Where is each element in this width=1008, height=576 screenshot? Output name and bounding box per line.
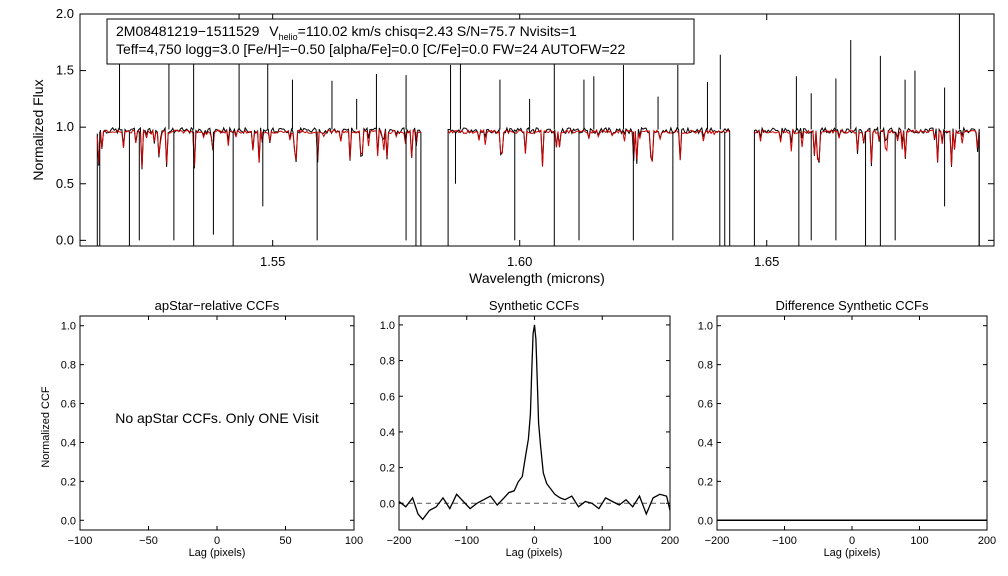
spectrum-x-axis-label: Wavelength (microns)	[469, 270, 605, 286]
annotation-v-subscript: helio	[279, 32, 298, 42]
synthetic-ytick-label: 0.6	[380, 391, 395, 403]
synthetic-series	[398, 324, 671, 521]
apstar-axes: −100 −50 0 50 100 0.0 0.2 0.4 0.6 0.8 1.0	[61, 316, 363, 547]
apstar-ytick-label: 0.2	[61, 476, 76, 488]
synthetic-ytick-label: 1.0	[380, 320, 395, 332]
synthetic-panel: Synthetic CCFs −200 −100 0 100 200 0.0 0.2 0.4 0…	[380, 298, 679, 559]
synthetic-plot-frame	[398, 315, 671, 531]
difference-ytick-label: 0.6	[698, 399, 713, 411]
spectrum-y-axis-label: Normalized Flux	[30, 79, 46, 180]
spectrum-panel: 1.55 1.60 1.65 0.0 0.5 1.0 1.5 2.0 Wavelength (…	[30, 6, 995, 286]
synthetic-ytick-label: 0.0	[380, 498, 395, 510]
model-spectrum-chip-3	[754, 128, 980, 166]
annotation-v-symbol: V	[269, 23, 279, 39]
synthetic-ytick-label: 0.8	[380, 356, 395, 368]
apstar-panel: apStar−relative CCFs −100 −50 0 50 100 0.0 0.2…	[40, 298, 363, 559]
apstar-xtick-label: 0	[214, 535, 220, 547]
difference-ytick-label: 1.0	[698, 321, 713, 333]
difference-panel: Difference Synthetic CCFs −200 −100 0 100 20…	[698, 298, 996, 559]
model-spectrum-chip-2	[447, 128, 731, 167]
synthetic-xtick-label: −100	[454, 535, 479, 547]
spectrum-series	[96, 14, 980, 246]
difference-ytick-label: 0.4	[698, 437, 713, 449]
apstar-xtick-label: 100	[345, 535, 363, 547]
apstar-xtick-label: −100	[68, 535, 93, 547]
observed-spectrum-chip-3	[753, 126, 980, 246]
difference-xtick-label: 200	[978, 535, 996, 547]
spectrum-xtick-label: 1.60	[507, 254, 532, 269]
apstar-y-axis-label: Normalized CCF	[40, 386, 52, 468]
difference-ytick-label: 0.8	[698, 360, 713, 372]
spectrum-plot-frame	[79, 13, 995, 247]
annotation-v-rest: =110.02 km/s chisq=2.43 S/N=75.7 Nvisits…	[298, 23, 577, 39]
synthetic-xtick-label: 0	[531, 535, 537, 547]
apstar-panel-title: apStar−relative CCFs	[155, 298, 280, 313]
synthetic-panel-title: Synthetic CCFs	[489, 298, 580, 313]
observed-spectrum-chip-1	[96, 126, 422, 246]
spectrum-annotation-line1: 2M08481219−1511529 Vhelio=110.02 km/s ch…	[116, 23, 577, 42]
apstar-ytick-label: 0.8	[61, 360, 76, 372]
synthetic-xtick-label: −200	[387, 535, 412, 547]
difference-xtick-label: 100	[910, 535, 928, 547]
difference-xtick-label: −100	[772, 535, 797, 547]
synthetic-axes: −200 −100 0 100 200 0.0 0.2 0.4 0.6 0.8 1.0	[380, 316, 679, 547]
difference-x-axis-label: Lag (pixels)	[824, 547, 881, 559]
spectrum-xtick-label: 1.65	[754, 254, 779, 269]
spectrum-axes: 1.55 1.60 1.65 0.0 0.5 1.0 1.5 2.0	[56, 6, 994, 269]
difference-xtick-label: 0	[849, 535, 855, 547]
annotation-gap	[259, 23, 263, 39]
apstar-xtick-label: 50	[279, 535, 291, 547]
spectrum-ytick-label: 1.0	[56, 119, 74, 134]
observed-spectrum-chip-2	[447, 126, 731, 246]
synthetic-ytick-label: 0.4	[380, 427, 395, 439]
difference-ytick-label: 0.2	[698, 476, 713, 488]
apstar-xtick-label: −50	[139, 535, 158, 547]
difference-ytick-label: 0.0	[698, 515, 713, 527]
apstar-ytick-label: 0.0	[61, 515, 76, 527]
apstar-x-axis-label: Lag (pixels)	[189, 547, 246, 559]
spectrum-xtick-label: 1.55	[260, 254, 285, 269]
difference-xtick-label: −200	[705, 535, 730, 547]
spectrum-ytick-label: 0.0	[56, 232, 74, 247]
synthetic-ccf-line	[398, 324, 671, 521]
synthetic-ytick-label: 0.2	[380, 463, 395, 475]
spectrum-ytick-label: 1.5	[56, 63, 74, 78]
annotation-star-id: 2M08481219−1511529	[116, 23, 260, 39]
difference-axes: −200 −100 0 100 200 0.0 0.2 0.4 0.6 0.8 1.0	[698, 316, 996, 547]
model-spectrum-chip-1	[96, 128, 421, 168]
synthetic-xtick-label: 200	[661, 535, 679, 547]
spectrum-annotation-line2: Teff=4,750 logg=3.0 [Fe/H]=−0.50 [alpha/…	[116, 41, 625, 57]
synthetic-xtick-label: 100	[593, 535, 611, 547]
apstar-ytick-label: 0.4	[61, 437, 76, 449]
apstar-message: No apStar CCFs. Only ONE Visit	[115, 410, 319, 426]
difference-panel-title: Difference Synthetic CCFs	[776, 298, 929, 313]
apstar-ytick-label: 1.0	[61, 321, 76, 333]
synthetic-x-axis-label: Lag (pixels)	[506, 547, 563, 559]
difference-plot-frame	[716, 315, 988, 531]
spectrum-annotation-box	[106, 18, 695, 65]
apstar-ytick-label: 0.6	[61, 399, 76, 411]
spectrum-ytick-label: 2.0	[56, 6, 74, 21]
spectrum-ytick-label: 0.5	[56, 176, 74, 191]
